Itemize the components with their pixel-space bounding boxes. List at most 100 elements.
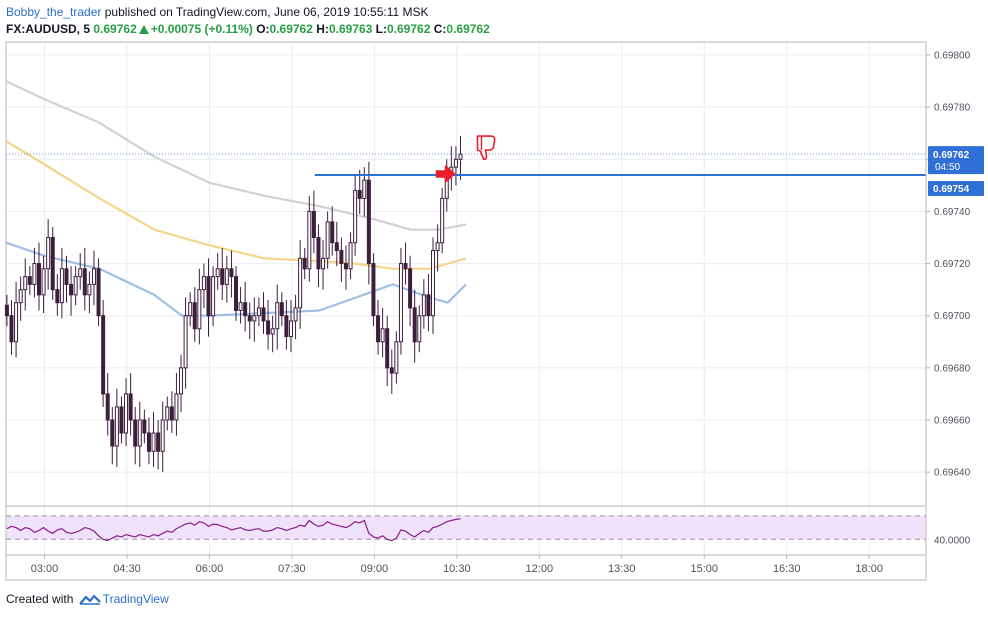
price-change: +0.00075 (+0.11%): [150, 22, 253, 36]
price-axis[interactable]: 0.698000.697800.697600.697400.697200.697…: [925, 42, 984, 580]
candle: [307, 195, 312, 282]
candle-body: [288, 320, 293, 338]
candle-body: [128, 393, 133, 421]
candle: [330, 206, 335, 256]
rsi-line: [6, 518, 461, 542]
symbol-label[interactable]: FX:AUDUSD, 5: [6, 22, 91, 36]
candle: [270, 315, 275, 353]
price-tick-label: 0.69660: [934, 415, 971, 426]
candle-body: [133, 419, 138, 447]
candle: [96, 258, 101, 327]
candle-body: [284, 315, 289, 338]
candles: [4, 135, 463, 473]
time-tick-label: 09:00: [361, 563, 389, 575]
horizontal-level[interactable]: [6, 153, 926, 176]
candle-body: [389, 367, 394, 374]
candle: [105, 373, 110, 436]
candle-body: [201, 276, 206, 291]
candle: [36, 242, 41, 311]
price-tick-label: 0.69780: [934, 103, 971, 114]
candle: [124, 378, 129, 447]
candle: [325, 211, 330, 269]
candle: [247, 302, 252, 340]
candle-body: [366, 179, 371, 265]
candle-body: [440, 197, 445, 244]
candle: [188, 292, 193, 327]
candle-body: [247, 315, 252, 322]
candle: [46, 219, 51, 290]
candle-body: [330, 221, 335, 244]
annotations: [435, 135, 496, 183]
candle: [426, 274, 431, 332]
price-tick-label: 0.69800: [934, 51, 971, 62]
candle-body: [215, 268, 220, 278]
time-tick-label: 06:00: [196, 563, 224, 575]
thumbs-down-icon: [476, 135, 496, 161]
time-tick-label: 04:30: [113, 563, 141, 575]
tradingview-link[interactable]: TradingView: [102, 592, 169, 606]
moving-average-gray: [5, 80, 467, 231]
candle-body: [398, 263, 403, 343]
created-with-text: Created with: [6, 592, 74, 606]
candle: [371, 253, 376, 327]
candle: [288, 300, 293, 353]
price-tick-label: 0.69740: [934, 207, 971, 218]
candle-body: [234, 276, 238, 311]
candle: [73, 266, 78, 306]
candle: [165, 396, 170, 431]
candle: [403, 242, 408, 285]
candle-body: [403, 263, 408, 270]
author-link[interactable]: Bobby_the_trader: [6, 5, 102, 19]
candle-body: [302, 257, 307, 270]
price-tick-label: 0.69720: [934, 259, 971, 270]
candle-body: [114, 406, 119, 447]
candle-body: [87, 283, 92, 296]
candle: [201, 263, 206, 308]
ohlc-line: FX:AUDUSD, 5 0.69762 +0.00075 (+0.11%) O:…: [6, 21, 726, 38]
candle: [41, 255, 46, 314]
candle: [256, 297, 261, 327]
level-price-badge-text: 0.69754: [933, 184, 970, 195]
candle-body: [146, 432, 151, 452]
candle: [440, 187, 445, 254]
candle-body: [151, 432, 156, 452]
candle-body: [252, 315, 257, 322]
candle-body: [27, 276, 32, 285]
candle-body: [371, 263, 376, 317]
chart-frame: [5, 41, 927, 581]
candle-body: [435, 242, 440, 252]
candle-body: [243, 302, 248, 317]
candle-body: [96, 268, 101, 317]
candle-body: [59, 268, 64, 304]
candle-body: [339, 250, 344, 265]
close-label: C:: [433, 22, 447, 36]
candle-body: [179, 367, 184, 395]
candle-body: [192, 302, 197, 330]
candle-body: [325, 221, 330, 259]
time-tick-label: 15:00: [690, 563, 718, 575]
candle: [119, 396, 124, 444]
candle-body: [348, 242, 353, 270]
candle: [243, 281, 248, 332]
candle-body: [101, 315, 106, 395]
time-axis[interactable]: 03:00 04:30 06:00 07:30 09:00 10:30 12:00 13:30…: [31, 555, 883, 575]
candle-body: [174, 393, 179, 421]
candle-body: [298, 257, 303, 309]
high-label: H:: [316, 22, 329, 36]
candle-body: [82, 268, 87, 296]
candle: [385, 315, 390, 387]
candle: [431, 237, 436, 334]
time-tick-label: 10:30: [443, 563, 471, 575]
candle: [142, 409, 147, 444]
candle-body: [412, 307, 417, 343]
arrow-shape: [435, 165, 456, 183]
candle-body: [275, 302, 280, 330]
candle: [174, 373, 179, 436]
high-value: 0.69763: [328, 22, 373, 36]
countdown-label: 04:50: [935, 162, 960, 173]
time-tick-label: 18:00: [855, 563, 883, 575]
candle-body: [91, 268, 96, 285]
time-tick-label: 07:30: [278, 563, 306, 575]
candle-body: [142, 419, 147, 434]
